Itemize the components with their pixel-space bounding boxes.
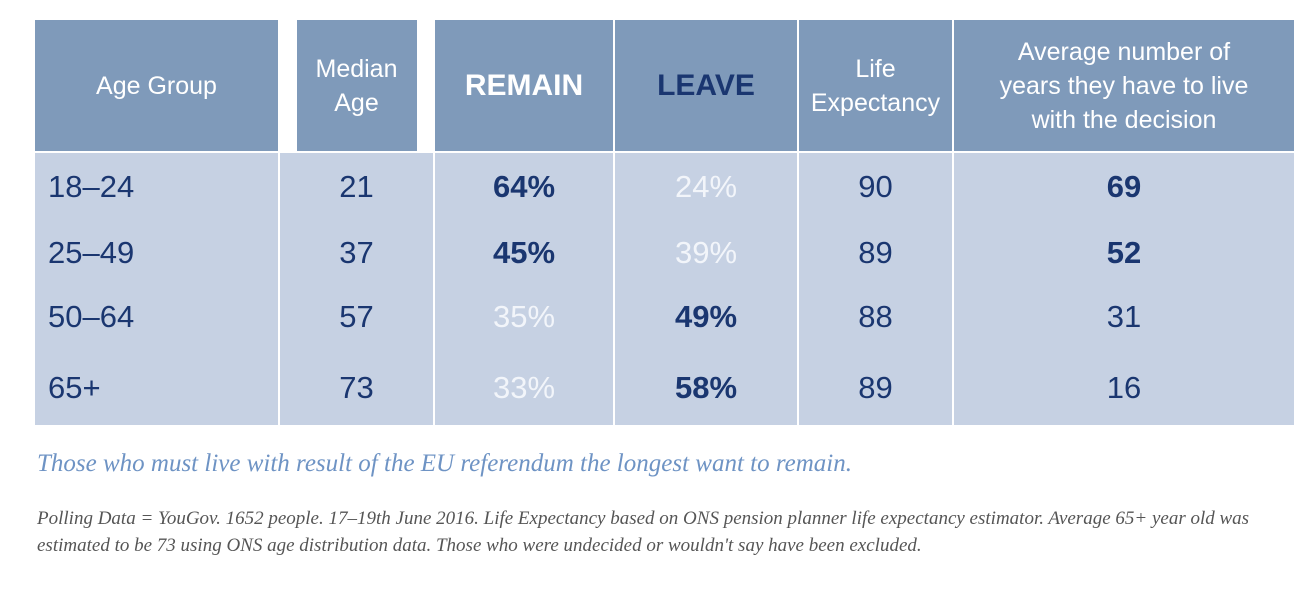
- cell-median-age: 37: [280, 221, 433, 284]
- cell-years-to-live: 16: [954, 350, 1294, 425]
- header-remain: REMAIN: [435, 20, 613, 153]
- cell-years-to-live: 69: [954, 153, 1294, 221]
- cell-remain: 35%: [435, 284, 613, 350]
- cell-remain: 33%: [435, 350, 613, 425]
- cell-leave: 58%: [615, 350, 797, 425]
- cell-life-expectancy: 89: [799, 221, 952, 284]
- header-years-to-live: Average number of years they have to liv…: [954, 20, 1294, 153]
- age-group-table: Age Group Median Age REMAIN LEAVE Life E…: [35, 20, 1294, 425]
- cell-median-age: 73: [280, 350, 433, 425]
- cell-age-group: 50–64: [35, 284, 278, 350]
- cell-leave: 49%: [615, 284, 797, 350]
- cell-remain: 45%: [435, 221, 613, 284]
- cell-age-group: 18–24: [35, 153, 278, 221]
- cell-years-to-live: 31: [954, 284, 1294, 350]
- header-life-expectancy: Life Expectancy: [799, 20, 952, 153]
- header-age-group: Age Group: [35, 20, 278, 153]
- cell-age-group: 25–49: [35, 221, 278, 284]
- cell-leave: 24%: [615, 153, 797, 221]
- cell-age-group: 65+: [35, 350, 278, 425]
- cell-median-age: 21: [280, 153, 433, 221]
- table-caption: Those who must live with result of the E…: [37, 450, 852, 477]
- header-leave: LEAVE: [615, 20, 797, 153]
- header-median-age: Median Age: [296, 20, 417, 153]
- cell-median-age: 57: [280, 284, 433, 350]
- cell-years-to-live: 52: [954, 221, 1294, 284]
- cell-leave: 39%: [615, 221, 797, 284]
- table-grid: Age Group Median Age REMAIN LEAVE Life E…: [35, 20, 1294, 425]
- cell-remain: 64%: [435, 153, 613, 221]
- cell-life-expectancy: 90: [799, 153, 952, 221]
- cell-life-expectancy: 88: [799, 284, 952, 350]
- cell-life-expectancy: 89: [799, 350, 952, 425]
- source-footnote: Polling Data = YouGov. 1652 people. 17–1…: [37, 508, 1250, 556]
